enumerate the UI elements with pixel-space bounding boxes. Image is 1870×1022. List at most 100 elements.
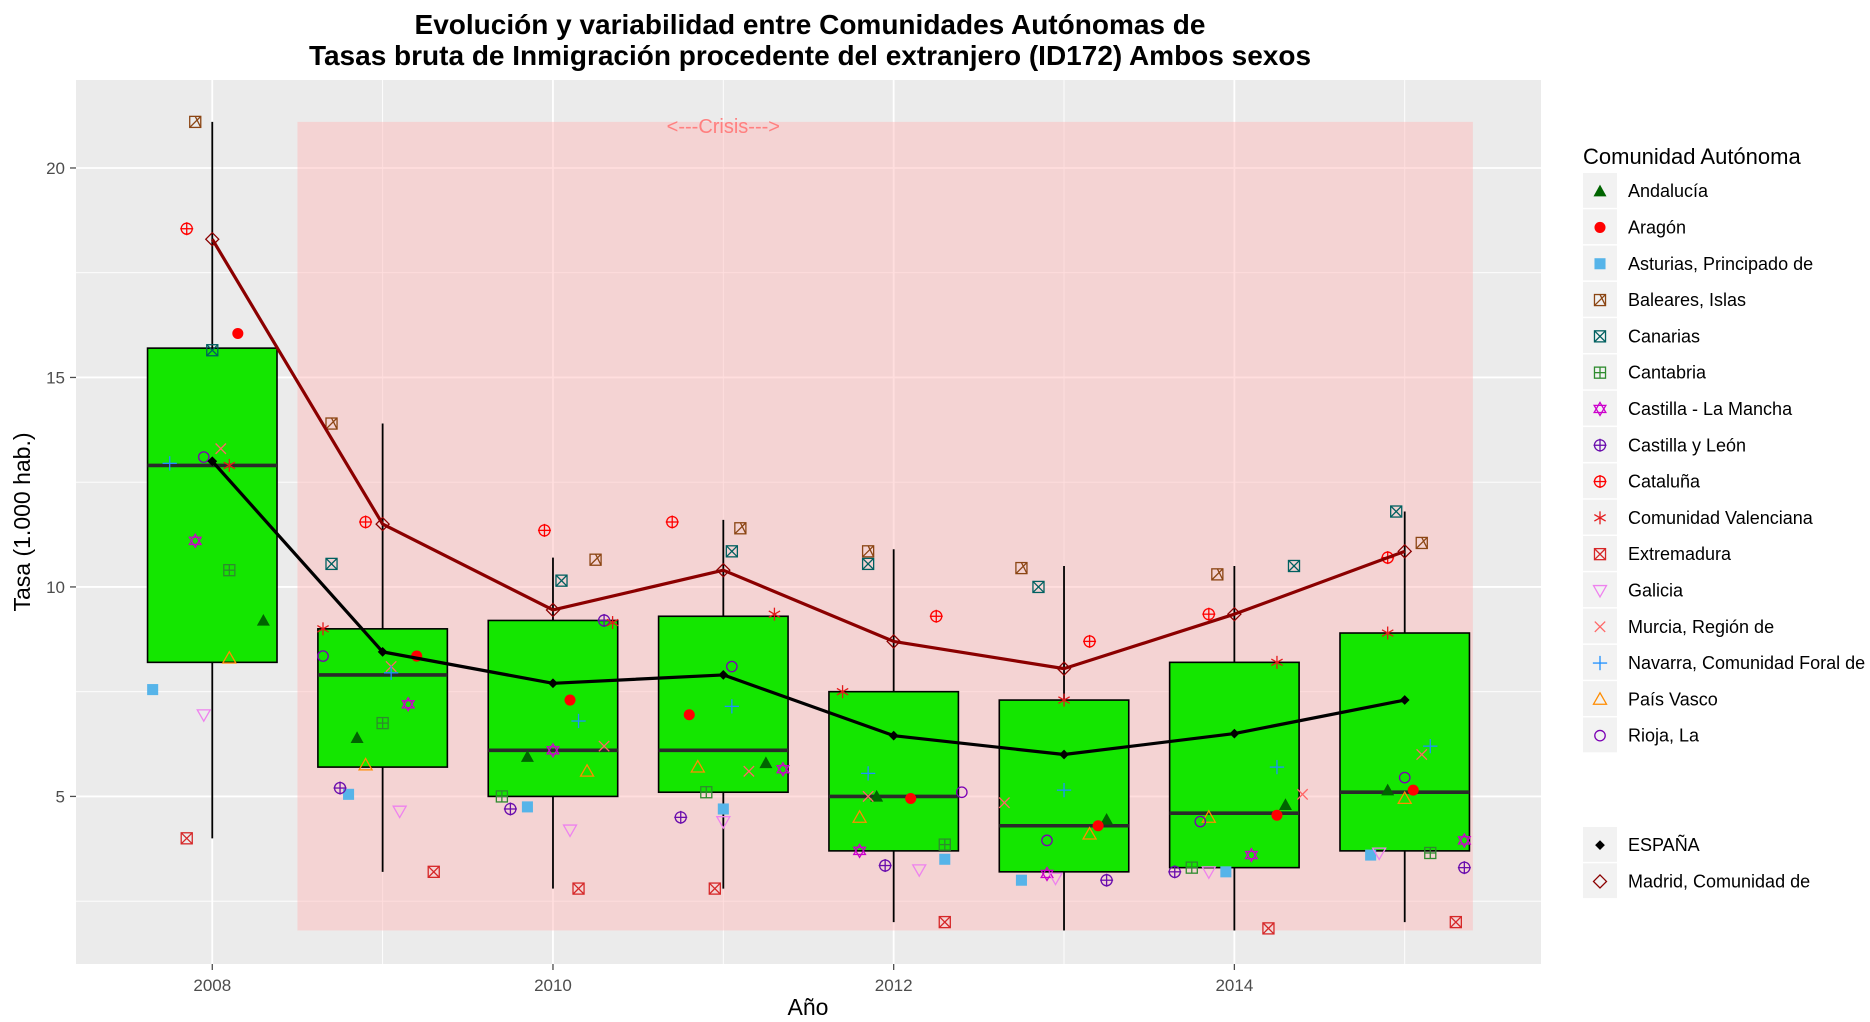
legend-label: Baleares, Islas bbox=[1628, 290, 1746, 310]
data-point bbox=[537, 523, 551, 537]
data-point bbox=[1015, 561, 1028, 575]
data-point bbox=[955, 786, 968, 799]
legend-title: Comunidad Autónoma bbox=[1583, 144, 1801, 169]
data-point bbox=[1168, 865, 1182, 879]
data-point bbox=[759, 756, 773, 769]
legend-key bbox=[1583, 572, 1617, 608]
legend-item: Cataluña bbox=[1583, 463, 1701, 499]
legend-marker bbox=[1593, 366, 1607, 379]
data-point bbox=[1271, 809, 1283, 821]
data-point bbox=[188, 533, 203, 549]
data-point bbox=[1041, 834, 1053, 847]
data-point bbox=[495, 790, 509, 803]
line-point bbox=[886, 633, 902, 649]
data-point bbox=[851, 809, 868, 823]
legend-marker bbox=[1593, 330, 1607, 343]
data-point bbox=[189, 115, 202, 129]
data-point bbox=[1194, 815, 1207, 828]
legend-label: Galicia bbox=[1628, 580, 1684, 600]
legend-item: Castilla - La Mancha bbox=[1583, 390, 1793, 426]
data-point bbox=[860, 766, 876, 781]
legend-key bbox=[1583, 717, 1617, 753]
legend-label: Andalucía bbox=[1628, 181, 1709, 201]
data-point bbox=[256, 613, 270, 626]
legend-label: Castilla y León bbox=[1628, 435, 1746, 455]
data-point bbox=[724, 699, 739, 714]
data-point bbox=[1365, 849, 1377, 861]
data-point bbox=[589, 553, 602, 566]
legend-label: Asturias, Principado de bbox=[1628, 254, 1813, 274]
legend-marker bbox=[1594, 511, 1606, 525]
data-point bbox=[939, 853, 951, 865]
data-point bbox=[1100, 812, 1114, 825]
boxplot bbox=[828, 549, 960, 923]
data-point bbox=[938, 915, 951, 929]
data-point bbox=[911, 864, 927, 878]
y-tick-label: 15 bbox=[46, 368, 65, 387]
legend-item: Madrid, Comunidad de bbox=[1583, 863, 1810, 899]
data-point bbox=[392, 805, 408, 819]
data-point bbox=[196, 709, 212, 723]
data-point bbox=[1092, 820, 1104, 832]
y-axis-ticks: 5 10 15 20 bbox=[46, 159, 76, 806]
data-point bbox=[1201, 866, 1217, 880]
data-point bbox=[317, 650, 329, 662]
data-point bbox=[1100, 873, 1114, 887]
line-point bbox=[718, 670, 729, 680]
line-point bbox=[1229, 728, 1240, 739]
data-point bbox=[1081, 826, 1098, 840]
data-point bbox=[1047, 872, 1064, 886]
data-point bbox=[708, 882, 721, 895]
community-points bbox=[147, 115, 1472, 935]
line-point bbox=[1226, 606, 1242, 622]
data-point bbox=[221, 650, 237, 664]
legend-label: ESPAÑA bbox=[1628, 834, 1700, 855]
data-point bbox=[836, 685, 849, 699]
data-point bbox=[700, 786, 713, 799]
data-point bbox=[503, 802, 517, 816]
legend-key bbox=[1583, 390, 1617, 426]
data-point bbox=[1397, 790, 1413, 805]
legend-label: Aragón bbox=[1628, 217, 1686, 237]
legend-marker bbox=[1593, 547, 1607, 561]
data-point bbox=[725, 545, 739, 558]
data-point bbox=[1424, 846, 1437, 860]
boxplot bbox=[657, 519, 789, 889]
legend: Andalucía Aragón Asturias, Principado de Ba… bbox=[1583, 173, 1865, 899]
data-point bbox=[545, 742, 560, 759]
data-point bbox=[734, 522, 747, 535]
boxplot-box bbox=[1339, 632, 1471, 852]
legend-label: País Vasco bbox=[1628, 689, 1718, 709]
data-point bbox=[1407, 784, 1419, 796]
legend-label: Cataluña bbox=[1628, 472, 1701, 492]
x-tick-label: 2008 bbox=[193, 976, 231, 995]
summary-lines bbox=[204, 231, 1413, 760]
data-point bbox=[929, 609, 943, 623]
data-point bbox=[562, 824, 578, 838]
data-point bbox=[180, 832, 193, 845]
x-tick-label: 2010 bbox=[534, 976, 572, 995]
legend-item: Rioja, La bbox=[1583, 717, 1700, 753]
data-point bbox=[606, 616, 619, 630]
crisis-annotation: <---Crisis---> bbox=[667, 116, 780, 138]
legend-label: Murcia, Región de bbox=[1628, 617, 1774, 637]
legend-item: Castilla y León bbox=[1583, 427, 1746, 462]
boxplot bbox=[1339, 511, 1471, 923]
data-point bbox=[555, 574, 568, 587]
data-point bbox=[520, 750, 534, 762]
data-point bbox=[376, 716, 389, 730]
data-point bbox=[1449, 915, 1463, 929]
y-tick-label: 20 bbox=[46, 159, 65, 178]
data-point bbox=[1015, 874, 1027, 886]
legend-marker bbox=[1593, 401, 1607, 417]
data-point bbox=[325, 557, 338, 571]
data-point bbox=[1269, 759, 1285, 775]
data-point bbox=[206, 344, 219, 357]
line-point bbox=[1399, 695, 1410, 705]
data-point bbox=[1415, 536, 1428, 550]
series-line bbox=[211, 460, 1406, 757]
data-point bbox=[223, 564, 236, 577]
data-point bbox=[350, 731, 364, 743]
boxplots bbox=[146, 121, 1471, 931]
